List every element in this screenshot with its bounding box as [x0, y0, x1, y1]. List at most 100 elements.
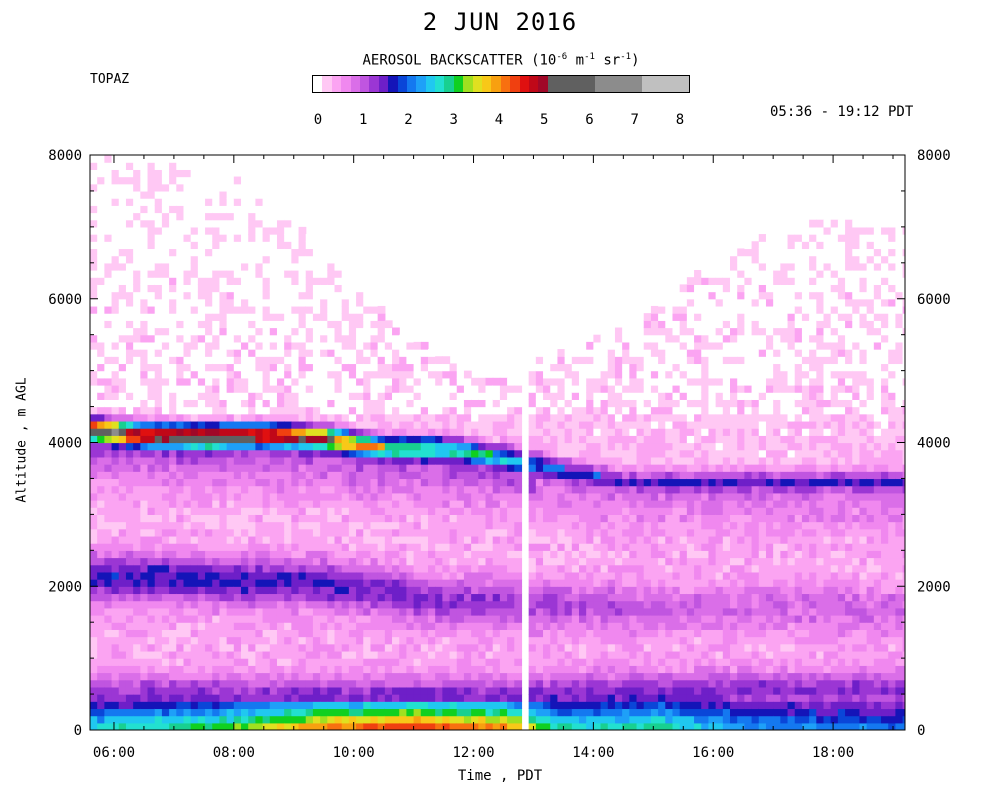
- heatmap-cell: [636, 636, 645, 645]
- heatmap-cell: [377, 334, 386, 343]
- heatmap-cell: [241, 349, 249, 357]
- heatmap-cell: [636, 428, 645, 436]
- heatmap-cell: [456, 586, 465, 595]
- heatmap-cell: [406, 679, 415, 688]
- heatmap-cell: [183, 471, 192, 480]
- heatmap-cell: [125, 514, 134, 523]
- heatmap-cell: [312, 643, 321, 652]
- heatmap-cell: [427, 579, 436, 587]
- heatmap-cell: [183, 701, 192, 710]
- heatmap-cell: [197, 629, 206, 638]
- heatmap-cell: [212, 176, 221, 185]
- heatmap-cell: [298, 607, 307, 616]
- heatmap-cell: [269, 586, 278, 595]
- heatmap-cell: [550, 600, 559, 609]
- heatmap-cell: [363, 636, 372, 645]
- heatmap-cell: [197, 284, 206, 293]
- heatmap-cell: [384, 672, 393, 681]
- heatmap-cell: [622, 507, 630, 515]
- heatmap-cell: [219, 305, 228, 314]
- heatmap-cell: [413, 722, 422, 730]
- heatmap-cell: [614, 550, 623, 559]
- heatmap-cell: [312, 658, 321, 666]
- heatmap-cell: [90, 550, 98, 559]
- heatmap-cell: [550, 543, 559, 551]
- heatmap-cell: [320, 665, 328, 674]
- heatmap-cell: [435, 514, 443, 523]
- heatmap-cell: [463, 428, 472, 436]
- heatmap-cell: [291, 363, 300, 372]
- heatmap-cell: [600, 672, 609, 681]
- heatmap-cell: [161, 363, 170, 372]
- heatmap-cell: [557, 686, 566, 695]
- heatmap-cell: [226, 622, 235, 630]
- heatmap-cell: [341, 694, 350, 702]
- heatmap-cell: [629, 521, 638, 530]
- heatmap-cell: [571, 363, 580, 372]
- heatmap-cell: [492, 428, 501, 436]
- heatmap-cell: [312, 449, 321, 458]
- heatmap-cell: [90, 435, 98, 444]
- heatmap-cell: [456, 514, 465, 523]
- heatmap-cell: [377, 492, 386, 501]
- heatmap-cell: [456, 708, 465, 717]
- heatmap-cell: [97, 341, 105, 350]
- heatmap-cell: [384, 543, 393, 551]
- heatmap-cell: [363, 607, 372, 616]
- heatmap-cell: [183, 262, 192, 271]
- heatmap-cell: [298, 650, 307, 659]
- heatmap-cell: [90, 169, 98, 178]
- heatmap-cell: [420, 607, 429, 616]
- heatmap-cell: [255, 478, 264, 487]
- heatmap-cell: [262, 284, 271, 293]
- heatmap-cell: [356, 643, 364, 652]
- heatmap-cell: [90, 413, 98, 422]
- heatmap-cell: [456, 507, 465, 515]
- heatmap-cell: [154, 406, 163, 415]
- heatmap-cell: [456, 521, 465, 530]
- heatmap-cell: [133, 363, 141, 372]
- heatmap-cell: [442, 370, 451, 379]
- heatmap-cell: [499, 650, 508, 659]
- heatmap-cell: [427, 413, 436, 422]
- heatmap-cell: [629, 672, 638, 681]
- heatmap-cell: [348, 701, 357, 710]
- heatmap-cell: [241, 435, 249, 444]
- heatmap-cell: [284, 478, 292, 487]
- heatmap-cell: [348, 643, 357, 652]
- heatmap-cell: [133, 464, 141, 472]
- heatmap-cell: [269, 579, 278, 587]
- heatmap-cell: [90, 665, 98, 674]
- heatmap-cell: [478, 694, 487, 702]
- heatmap-cell: [543, 399, 551, 408]
- heatmap-cell: [276, 579, 285, 587]
- heatmap-cell: [629, 413, 638, 422]
- heatmap-cell: [205, 442, 213, 451]
- heatmap-cell: [629, 622, 638, 630]
- heatmap-cell: [233, 277, 242, 285]
- heatmap-cell: [161, 471, 170, 480]
- heatmap-cell: [586, 363, 594, 372]
- heatmap-cell: [341, 500, 350, 508]
- heatmap-cell: [463, 593, 472, 602]
- heatmap-cell: [406, 334, 415, 343]
- heatmap-cell: [176, 298, 185, 307]
- heatmap-cell: [104, 255, 113, 264]
- heatmap-cell: [384, 557, 393, 566]
- heatmap-cell: [183, 241, 192, 250]
- heatmap-cell: [399, 571, 408, 580]
- heatmap-cell: [485, 514, 494, 523]
- heatmap-cell: [262, 226, 271, 235]
- heatmap-cell: [312, 363, 321, 372]
- heatmap-cell: [629, 679, 638, 688]
- heatmap-cell: [341, 615, 350, 623]
- heatmap-cell: [392, 571, 400, 580]
- heatmap-cell: [614, 456, 623, 465]
- heatmap-cell: [90, 478, 98, 487]
- heatmap-cell: [262, 471, 271, 480]
- heatmap-cell: [147, 248, 156, 257]
- heatmap-cell: [449, 471, 458, 480]
- heatmap-cell: [312, 284, 321, 293]
- heatmap-cell: [586, 514, 594, 523]
- heatmap-cell: [435, 485, 443, 494]
